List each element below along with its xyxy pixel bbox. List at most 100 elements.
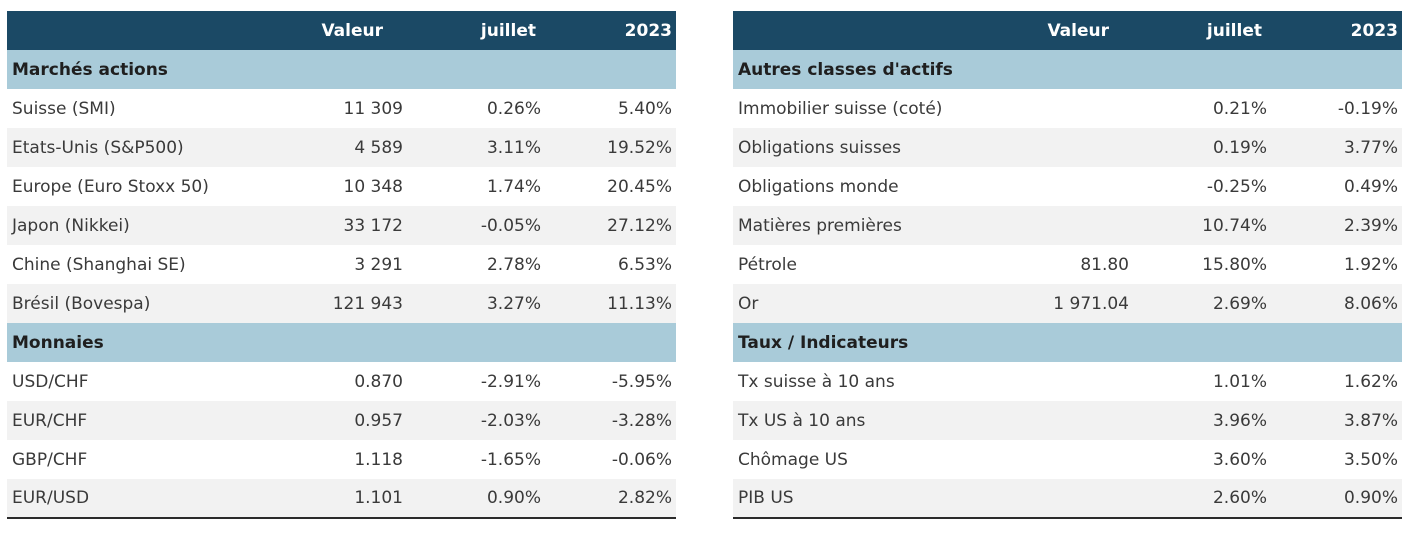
cell-year: -3.28% [545, 401, 676, 440]
cell-valeur [1003, 362, 1133, 401]
table-row: Tx suisse à 10 ans 1.01% 1.62% [733, 362, 1402, 401]
cell-year: -0.19% [1271, 89, 1402, 128]
cell-valeur: 4 589 [277, 128, 407, 167]
cell-name: Pétrole [733, 245, 1003, 284]
section-row: Marchés actions [7, 50, 676, 89]
table-row: Obligations suisses 0.19% 3.77% [733, 128, 1402, 167]
table-row: USD/CHF 0.870 -2.91% -5.95% [7, 362, 676, 401]
other-assets-table: Valeur juillet 2023 Autres classes d'act… [733, 11, 1402, 519]
cell-name: Tx US à 10 ans [733, 401, 1003, 440]
table-row: Europe (Euro Stoxx 50) 10 348 1.74% 20.45% [7, 167, 676, 206]
cell-juillet: 3.11% [407, 128, 545, 167]
cell-name: Chine (Shanghai SE) [7, 245, 277, 284]
cell-valeur [1003, 128, 1133, 167]
section-title: Autres classes d'actifs [733, 50, 1402, 89]
header-year: 2023 [545, 11, 676, 50]
cell-name: Japon (Nikkei) [7, 206, 277, 245]
cell-valeur: 33 172 [277, 206, 407, 245]
header-row: Valeur juillet 2023 [733, 11, 1402, 50]
cell-name: Matières premières [733, 206, 1003, 245]
cell-juillet: -2.03% [407, 401, 545, 440]
table-row: Pétrole 81.80 15.80% 1.92% [733, 245, 1402, 284]
cell-name: EUR/USD [7, 479, 277, 519]
cell-valeur: 1.101 [277, 479, 407, 519]
header-name [733, 11, 1003, 50]
cell-juillet: -0.25% [1133, 167, 1271, 206]
cell-name: Or [733, 284, 1003, 323]
table-row: Chine (Shanghai SE) 3 291 2.78% 6.53% [7, 245, 676, 284]
cell-name: Tx suisse à 10 ans [733, 362, 1003, 401]
cell-name: Obligations monde [733, 167, 1003, 206]
cell-valeur: 0.957 [277, 401, 407, 440]
cell-juillet: 3.60% [1133, 440, 1271, 479]
table-row: Japon (Nikkei) 33 172 -0.05% 27.12% [7, 206, 676, 245]
section-row: Autres classes d'actifs [733, 50, 1402, 89]
cell-juillet: 0.26% [407, 89, 545, 128]
cell-name: EUR/CHF [7, 401, 277, 440]
cell-year: 27.12% [545, 206, 676, 245]
cell-juillet: 2.60% [1133, 479, 1271, 519]
header-name [7, 11, 277, 50]
cell-juillet: 10.74% [1133, 206, 1271, 245]
cell-year: 19.52% [545, 128, 676, 167]
cell-valeur: 3 291 [277, 245, 407, 284]
cell-juillet: 0.21% [1133, 89, 1271, 128]
cell-valeur: 0.870 [277, 362, 407, 401]
table-row: Matières premières 10.74% 2.39% [733, 206, 1402, 245]
cell-name: PIB US [733, 479, 1003, 519]
cell-valeur [1003, 479, 1133, 519]
table-row: EUR/USD 1.101 0.90% 2.82% [7, 479, 676, 519]
table-row: Suisse (SMI) 11 309 0.26% 5.40% [7, 89, 676, 128]
header-valeur: Valeur [277, 11, 407, 50]
table-row: GBP/CHF 1.118 -1.65% -0.06% [7, 440, 676, 479]
cell-juillet: -2.91% [407, 362, 545, 401]
cell-year: 1.62% [1271, 362, 1402, 401]
cell-valeur [1003, 167, 1133, 206]
cell-name: Brésil (Bovespa) [7, 284, 277, 323]
section-row: Monnaies [7, 323, 676, 362]
cell-name: Immobilier suisse (coté) [733, 89, 1003, 128]
header-juillet: juillet [1133, 11, 1271, 50]
cell-juillet: -0.05% [407, 206, 545, 245]
cell-name: Suisse (SMI) [7, 89, 277, 128]
section-title: Marchés actions [7, 50, 676, 89]
cell-name: GBP/CHF [7, 440, 277, 479]
cell-valeur: 81.80 [1003, 245, 1133, 284]
cell-juillet: -1.65% [407, 440, 545, 479]
cell-juillet: 0.19% [1133, 128, 1271, 167]
cell-valeur [1003, 401, 1133, 440]
cell-valeur: 1 971.04 [1003, 284, 1133, 323]
cell-valeur [1003, 89, 1133, 128]
header-row: Valeur juillet 2023 [7, 11, 676, 50]
cell-juillet: 1.74% [407, 167, 545, 206]
cell-year: 2.82% [545, 479, 676, 519]
table-row: Immobilier suisse (coté) 0.21% -0.19% [733, 89, 1402, 128]
cell-year: 3.50% [1271, 440, 1402, 479]
cell-year: 0.49% [1271, 167, 1402, 206]
section-title: Monnaies [7, 323, 676, 362]
cell-year: 3.87% [1271, 401, 1402, 440]
cell-year: -5.95% [545, 362, 676, 401]
cell-year: 2.39% [1271, 206, 1402, 245]
section-row: Taux / Indicateurs [733, 323, 1402, 362]
cell-valeur: 1.118 [277, 440, 407, 479]
cell-valeur: 10 348 [277, 167, 407, 206]
header-valeur: Valeur [1003, 11, 1133, 50]
section-title: Taux / Indicateurs [733, 323, 1402, 362]
table-row: Chômage US 3.60% 3.50% [733, 440, 1402, 479]
cell-year: 1.92% [1271, 245, 1402, 284]
table-row: Tx US à 10 ans 3.96% 3.87% [733, 401, 1402, 440]
cell-name: Etats-Unis (S&P500) [7, 128, 277, 167]
cell-juillet: 1.01% [1133, 362, 1271, 401]
cell-year: 5.40% [545, 89, 676, 128]
cell-juillet: 2.69% [1133, 284, 1271, 323]
header-year: 2023 [1271, 11, 1402, 50]
cell-juillet: 3.96% [1133, 401, 1271, 440]
cell-year: 8.06% [1271, 284, 1402, 323]
cell-name: Chômage US [733, 440, 1003, 479]
cell-name: USD/CHF [7, 362, 277, 401]
cell-valeur [1003, 206, 1133, 245]
table-row: EUR/CHF 0.957 -2.03% -3.28% [7, 401, 676, 440]
header-juillet: juillet [407, 11, 545, 50]
cell-juillet: 15.80% [1133, 245, 1271, 284]
